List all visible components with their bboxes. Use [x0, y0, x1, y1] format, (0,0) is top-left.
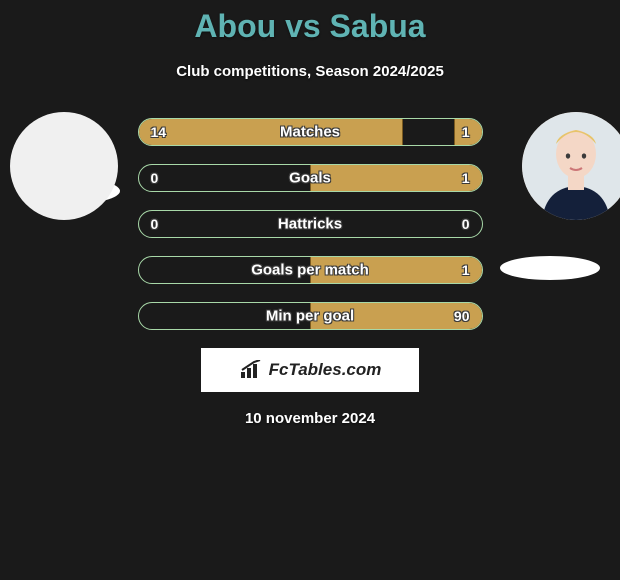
stat-value-right: 90 [454, 308, 470, 324]
stat-metric-label: Min per goal [266, 308, 354, 325]
stat-value-right: 1 [462, 124, 470, 140]
stat-row: 14 1 Matches [138, 118, 483, 146]
brand-text: FcTables.com [269, 360, 382, 380]
stat-metric-label: Hattricks [278, 216, 342, 233]
comparison-stage: 14 1 Matches 0 1 Goals 0 0 Hattricks 1 Goals per m… [0, 118, 620, 330]
stat-row: 0 1 Goals [138, 164, 483, 192]
subtitle: Club competitions, Season 2024/2025 [0, 63, 620, 80]
stat-row: 0 0 Hattricks [138, 210, 483, 238]
stat-value-right: 1 [462, 262, 470, 278]
stat-row: 1 Goals per match [138, 256, 483, 284]
player-right-shadow [500, 256, 600, 280]
date-label: 10 november 2024 [0, 410, 620, 427]
stat-bars: 14 1 Matches 0 1 Goals 0 0 Hattricks 1 Goals per m… [138, 118, 483, 330]
bar-fill-left [139, 119, 403, 145]
brand-badge: FcTables.com [201, 348, 419, 392]
stat-metric-label: Goals [289, 170, 331, 187]
brand-icon [239, 360, 265, 380]
bar-fill-right [310, 165, 482, 191]
stat-value-right: 0 [462, 216, 470, 232]
stat-value-left: 0 [151, 216, 159, 232]
stat-metric-label: Goals per match [251, 262, 369, 279]
stat-value-left: 0 [151, 170, 159, 186]
stat-row: 90 Min per goal [138, 302, 483, 330]
player-left-avatar [10, 112, 118, 220]
stat-metric-label: Matches [280, 124, 340, 141]
stat-value-right: 1 [462, 170, 470, 186]
page-title: Abou vs Sabua [0, 0, 620, 45]
player-right-avatar [522, 112, 620, 220]
stat-value-left: 14 [151, 124, 167, 140]
